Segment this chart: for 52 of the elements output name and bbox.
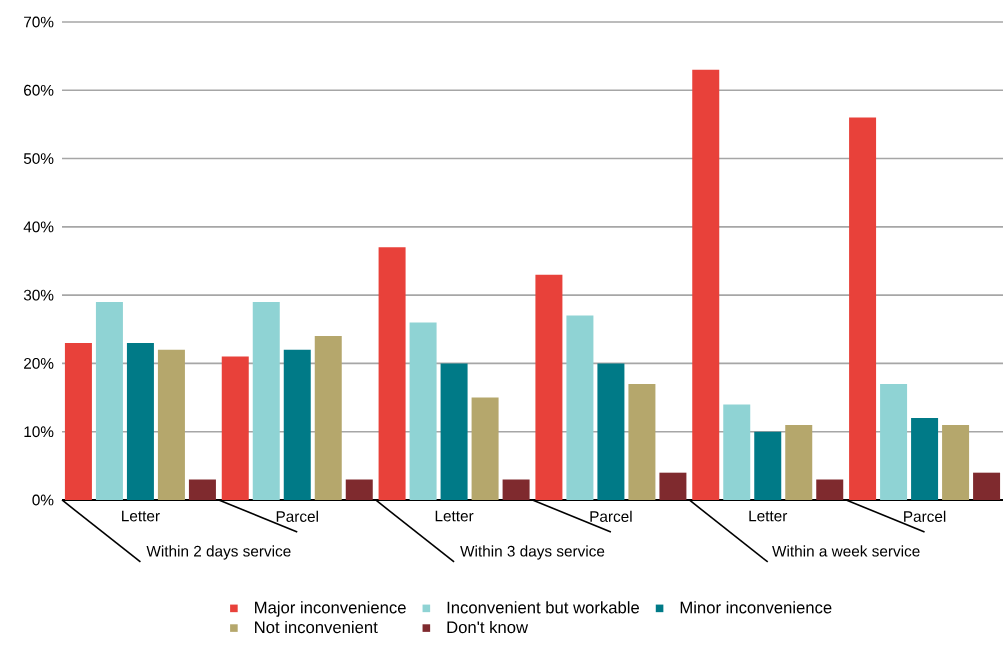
y-tick-label: 50%: [23, 153, 54, 164]
bar: [440, 363, 468, 500]
bar: [188, 479, 216, 500]
bar: [911, 418, 939, 500]
bar: [502, 479, 530, 500]
y-tick-label: 60%: [24, 84, 54, 96]
text: Within 2 days service: [146, 545, 291, 560]
bar: [314, 336, 342, 500]
y-tick-label: 40%: [23, 221, 54, 233]
bar: [471, 397, 499, 500]
bar: [754, 431, 782, 500]
bar: [692, 69, 720, 500]
bar: [157, 349, 185, 500]
bar: [535, 274, 563, 500]
bar: [409, 322, 437, 500]
bar: [973, 472, 1001, 500]
bar: [566, 315, 594, 500]
text: Within a week service: [772, 545, 920, 557]
legend-label: Inconvenient but workable: [447, 601, 639, 614]
bar: [95, 301, 123, 500]
y-tick-label: 70%: [24, 16, 54, 28]
bar: [252, 301, 280, 500]
bar: [723, 404, 751, 500]
bar: [345, 479, 373, 500]
x-tick-label: Letter: [122, 510, 160, 522]
bar: [64, 342, 92, 500]
bar: [378, 247, 406, 500]
y-tick-label: 30%: [23, 289, 54, 301]
bar: [880, 383, 908, 500]
bar: [628, 383, 656, 500]
x-tick-label: Letter: [749, 510, 788, 522]
y-tick-label: 10%: [24, 426, 54, 438]
bar: [126, 342, 154, 500]
bar: [849, 117, 877, 500]
text: Within 3 days service: [460, 545, 605, 560]
bar: [659, 472, 687, 500]
x-tick-label: Letter: [435, 510, 474, 522]
bar: [785, 424, 813, 500]
x-tick-label: Parcel: [904, 510, 946, 522]
legend-label: Minor inconvenience: [680, 601, 832, 614]
legend-label: Don't know: [447, 620, 529, 634]
bar: [597, 363, 625, 500]
bar: [942, 424, 970, 500]
legend-label: Not inconvenient: [255, 620, 378, 634]
bar: [283, 349, 311, 500]
x-tick-label: Parcel: [590, 510, 632, 522]
y-tick-label: 0%: [32, 494, 54, 506]
x-tick-label: Parcel: [276, 510, 318, 522]
legend-label: Major inconvenience: [255, 601, 406, 617]
bar: [816, 479, 844, 500]
y-tick-label: 20%: [24, 357, 54, 369]
bar: [221, 356, 249, 500]
